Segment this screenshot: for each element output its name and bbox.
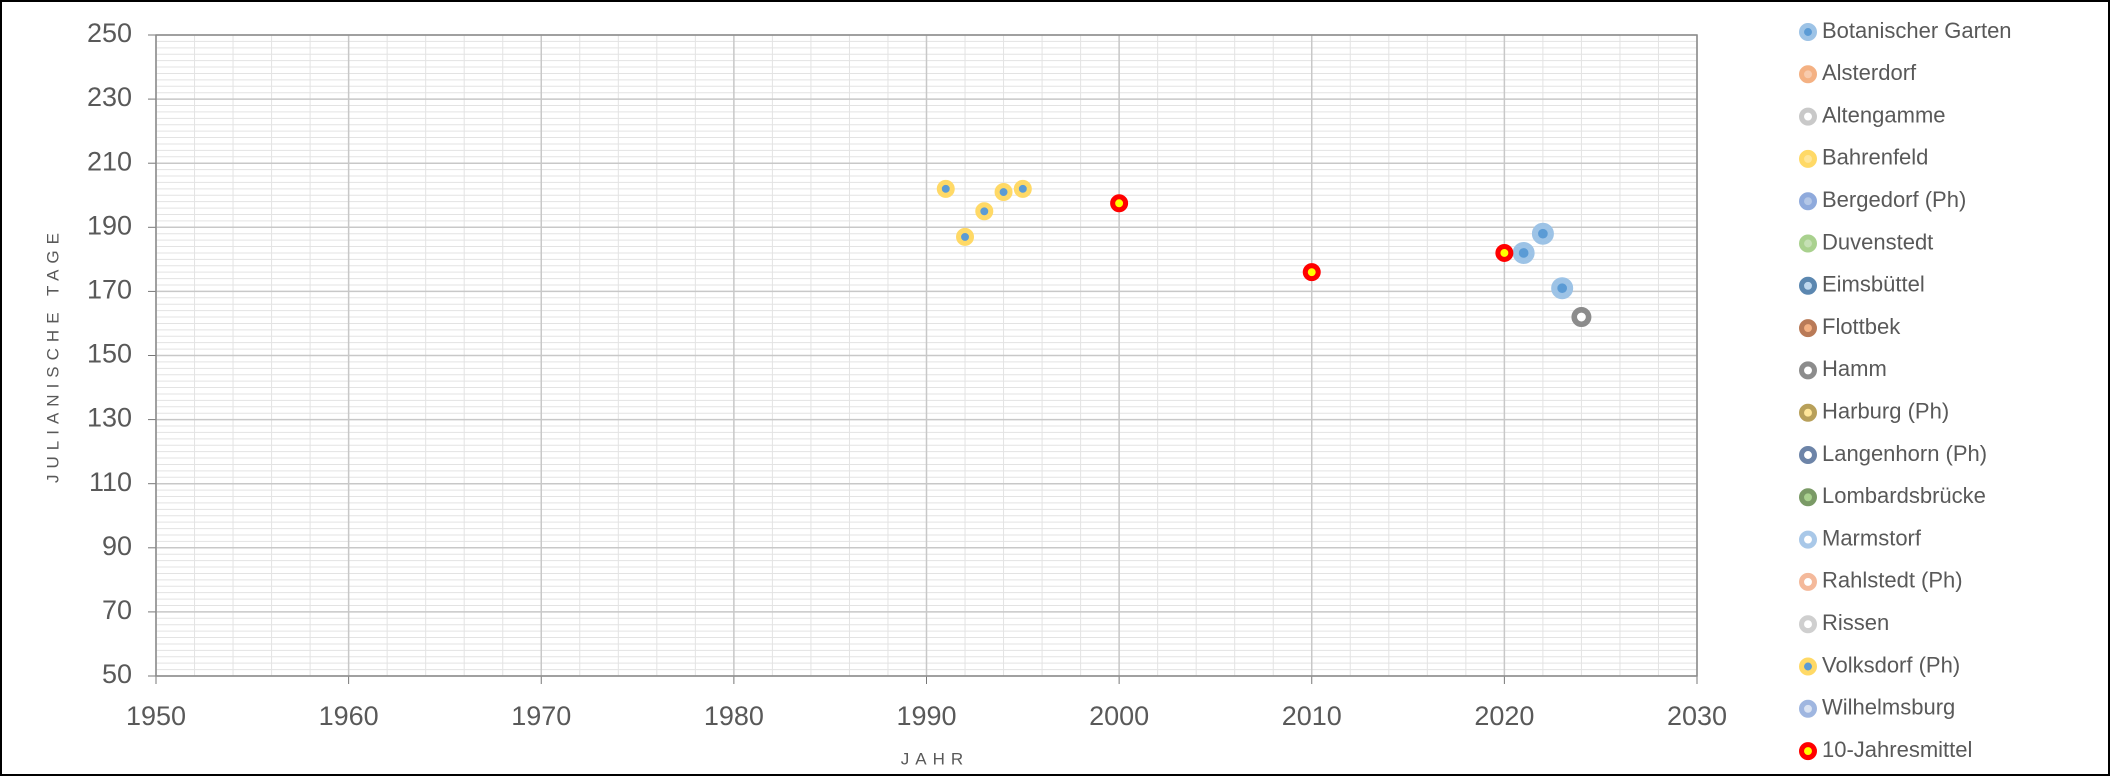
- legend-marker: [1799, 65, 1818, 84]
- point: [1551, 277, 1574, 300]
- y-tick-label: 170: [87, 275, 132, 305]
- legend-label: Volksdorf (Ph): [1822, 652, 1960, 677]
- legend-label: Langenhorn (Ph): [1822, 441, 1987, 466]
- legend-marker: [1799, 657, 1818, 676]
- legend-label: Bahrenfeld: [1822, 145, 1928, 170]
- y-tick-label: 130: [87, 403, 132, 433]
- y-tick-label: 70: [102, 595, 132, 625]
- x-tick-label: 1960: [319, 701, 379, 731]
- y-tick-label: 230: [87, 82, 132, 112]
- x-tick-label: 1970: [511, 701, 571, 731]
- legend-marker: [1799, 445, 1818, 464]
- legend-marker: [1799, 615, 1818, 634]
- legend-label: Eimsbüttel: [1822, 272, 1925, 297]
- y-tick-label: 150: [87, 339, 132, 369]
- legend-label: Bergedorf (Ph): [1822, 187, 1966, 212]
- legend-label: Wilhelmsburg: [1822, 695, 1955, 720]
- legend-label: Lombardsbrücke: [1822, 483, 1986, 508]
- x-tick-label: 1950: [126, 701, 186, 731]
- legend-label: Harburg (Ph): [1822, 399, 1949, 424]
- point: [1013, 179, 1032, 198]
- legend-marker: [1799, 23, 1818, 42]
- legend-marker: [1799, 742, 1818, 761]
- point: [936, 179, 955, 198]
- y-tick-label: 210: [87, 146, 132, 176]
- legend-label: Botanischer Garten: [1822, 18, 2012, 43]
- x-axis-title: JAHR: [901, 749, 969, 768]
- y-tick-label: 250: [87, 18, 132, 48]
- legend-label: Hamm: [1822, 356, 1887, 381]
- legend-label: Rahlstedt (Ph): [1822, 568, 1963, 593]
- legend-label: Rissen: [1822, 610, 1889, 635]
- legend-marker: [1799, 234, 1818, 253]
- point: [1495, 243, 1514, 262]
- y-tick-label: 50: [102, 659, 132, 689]
- y-tick-label: 190: [87, 210, 132, 240]
- point: [1512, 241, 1535, 264]
- y-tick-label: 90: [102, 531, 132, 561]
- legend-label: Alsterdorf: [1822, 60, 1917, 85]
- y-tick-label: 110: [89, 467, 132, 497]
- legend-marker: [1799, 149, 1818, 168]
- x-tick-label: 1990: [896, 701, 956, 731]
- point: [1110, 194, 1129, 213]
- point: [1302, 263, 1321, 282]
- x-tick-label: 2020: [1474, 701, 1534, 731]
- legend-marker: [1799, 276, 1818, 295]
- x-tick-label: 2000: [1089, 701, 1149, 731]
- legend-marker: [1799, 530, 1818, 549]
- point: [956, 227, 975, 246]
- legend-label: Marmstorf: [1822, 525, 1922, 550]
- plot-border: [155, 34, 1698, 677]
- legend-label: Altengamme: [1822, 102, 1946, 127]
- legend-marker: [1799, 107, 1818, 126]
- legend-label: 10-Jahresmittel: [1822, 737, 1972, 762]
- legend-label: Flottbek: [1822, 314, 1901, 339]
- legend-marker: [1799, 572, 1818, 591]
- point: [1531, 222, 1554, 245]
- legend-marker: [1799, 699, 1818, 718]
- x-tick-label: 1980: [704, 701, 764, 731]
- point: [1571, 307, 1592, 328]
- legend-label: Duvenstedt: [1822, 229, 1933, 254]
- x-tick-label: 2010: [1282, 701, 1342, 731]
- legend-marker: [1799, 361, 1818, 380]
- point: [994, 183, 1013, 202]
- legend-marker: [1799, 403, 1818, 422]
- legend-marker: [1799, 319, 1818, 338]
- y-axis-title: JULIANISCHE TAGE: [43, 227, 62, 483]
- legend-marker: [1799, 192, 1818, 211]
- x-tick-label: 2030: [1667, 701, 1727, 731]
- legend-marker: [1799, 488, 1818, 507]
- point: [975, 202, 994, 221]
